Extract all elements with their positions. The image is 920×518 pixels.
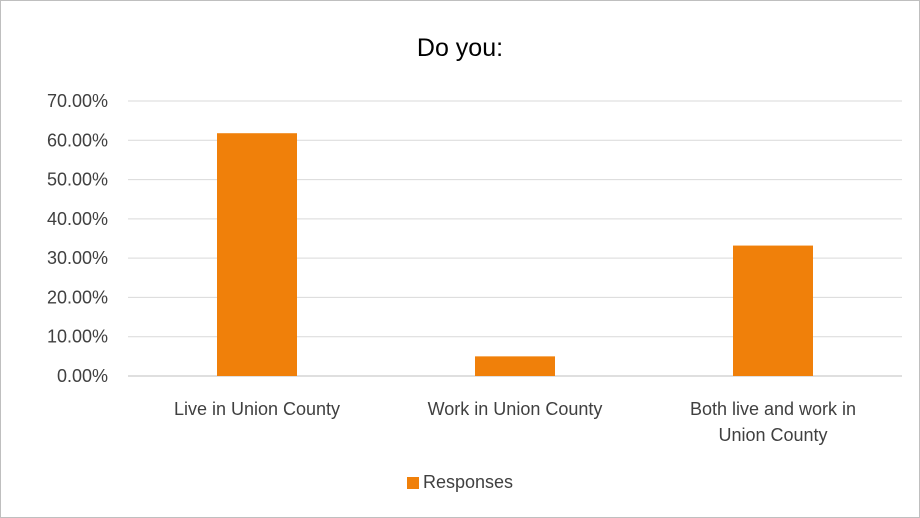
y-tick-label: 20.00% xyxy=(47,287,108,307)
bar xyxy=(217,133,297,376)
y-tick-label: 40.00% xyxy=(47,209,108,229)
y-tick-label: 10.00% xyxy=(47,327,108,347)
legend-label: Responses xyxy=(422,472,514,492)
y-tick-label: 30.00% xyxy=(47,248,108,268)
y-tick-label: 60.00% xyxy=(47,130,108,150)
y-tick-label: 0.00% xyxy=(57,366,108,386)
bar xyxy=(475,356,555,376)
x-category-label: Work in Union County xyxy=(428,399,603,419)
legend-swatch xyxy=(406,476,419,489)
x-category-label: Live in Union County xyxy=(174,399,340,419)
chart-title: Do you: xyxy=(416,34,504,62)
y-tick-label: 70.00% xyxy=(47,91,108,111)
legend: Responses xyxy=(0,472,920,493)
y-tick-label: 50.00% xyxy=(47,170,108,190)
x-category-label: Both live and work in Union County xyxy=(690,399,856,445)
bar xyxy=(733,245,813,376)
